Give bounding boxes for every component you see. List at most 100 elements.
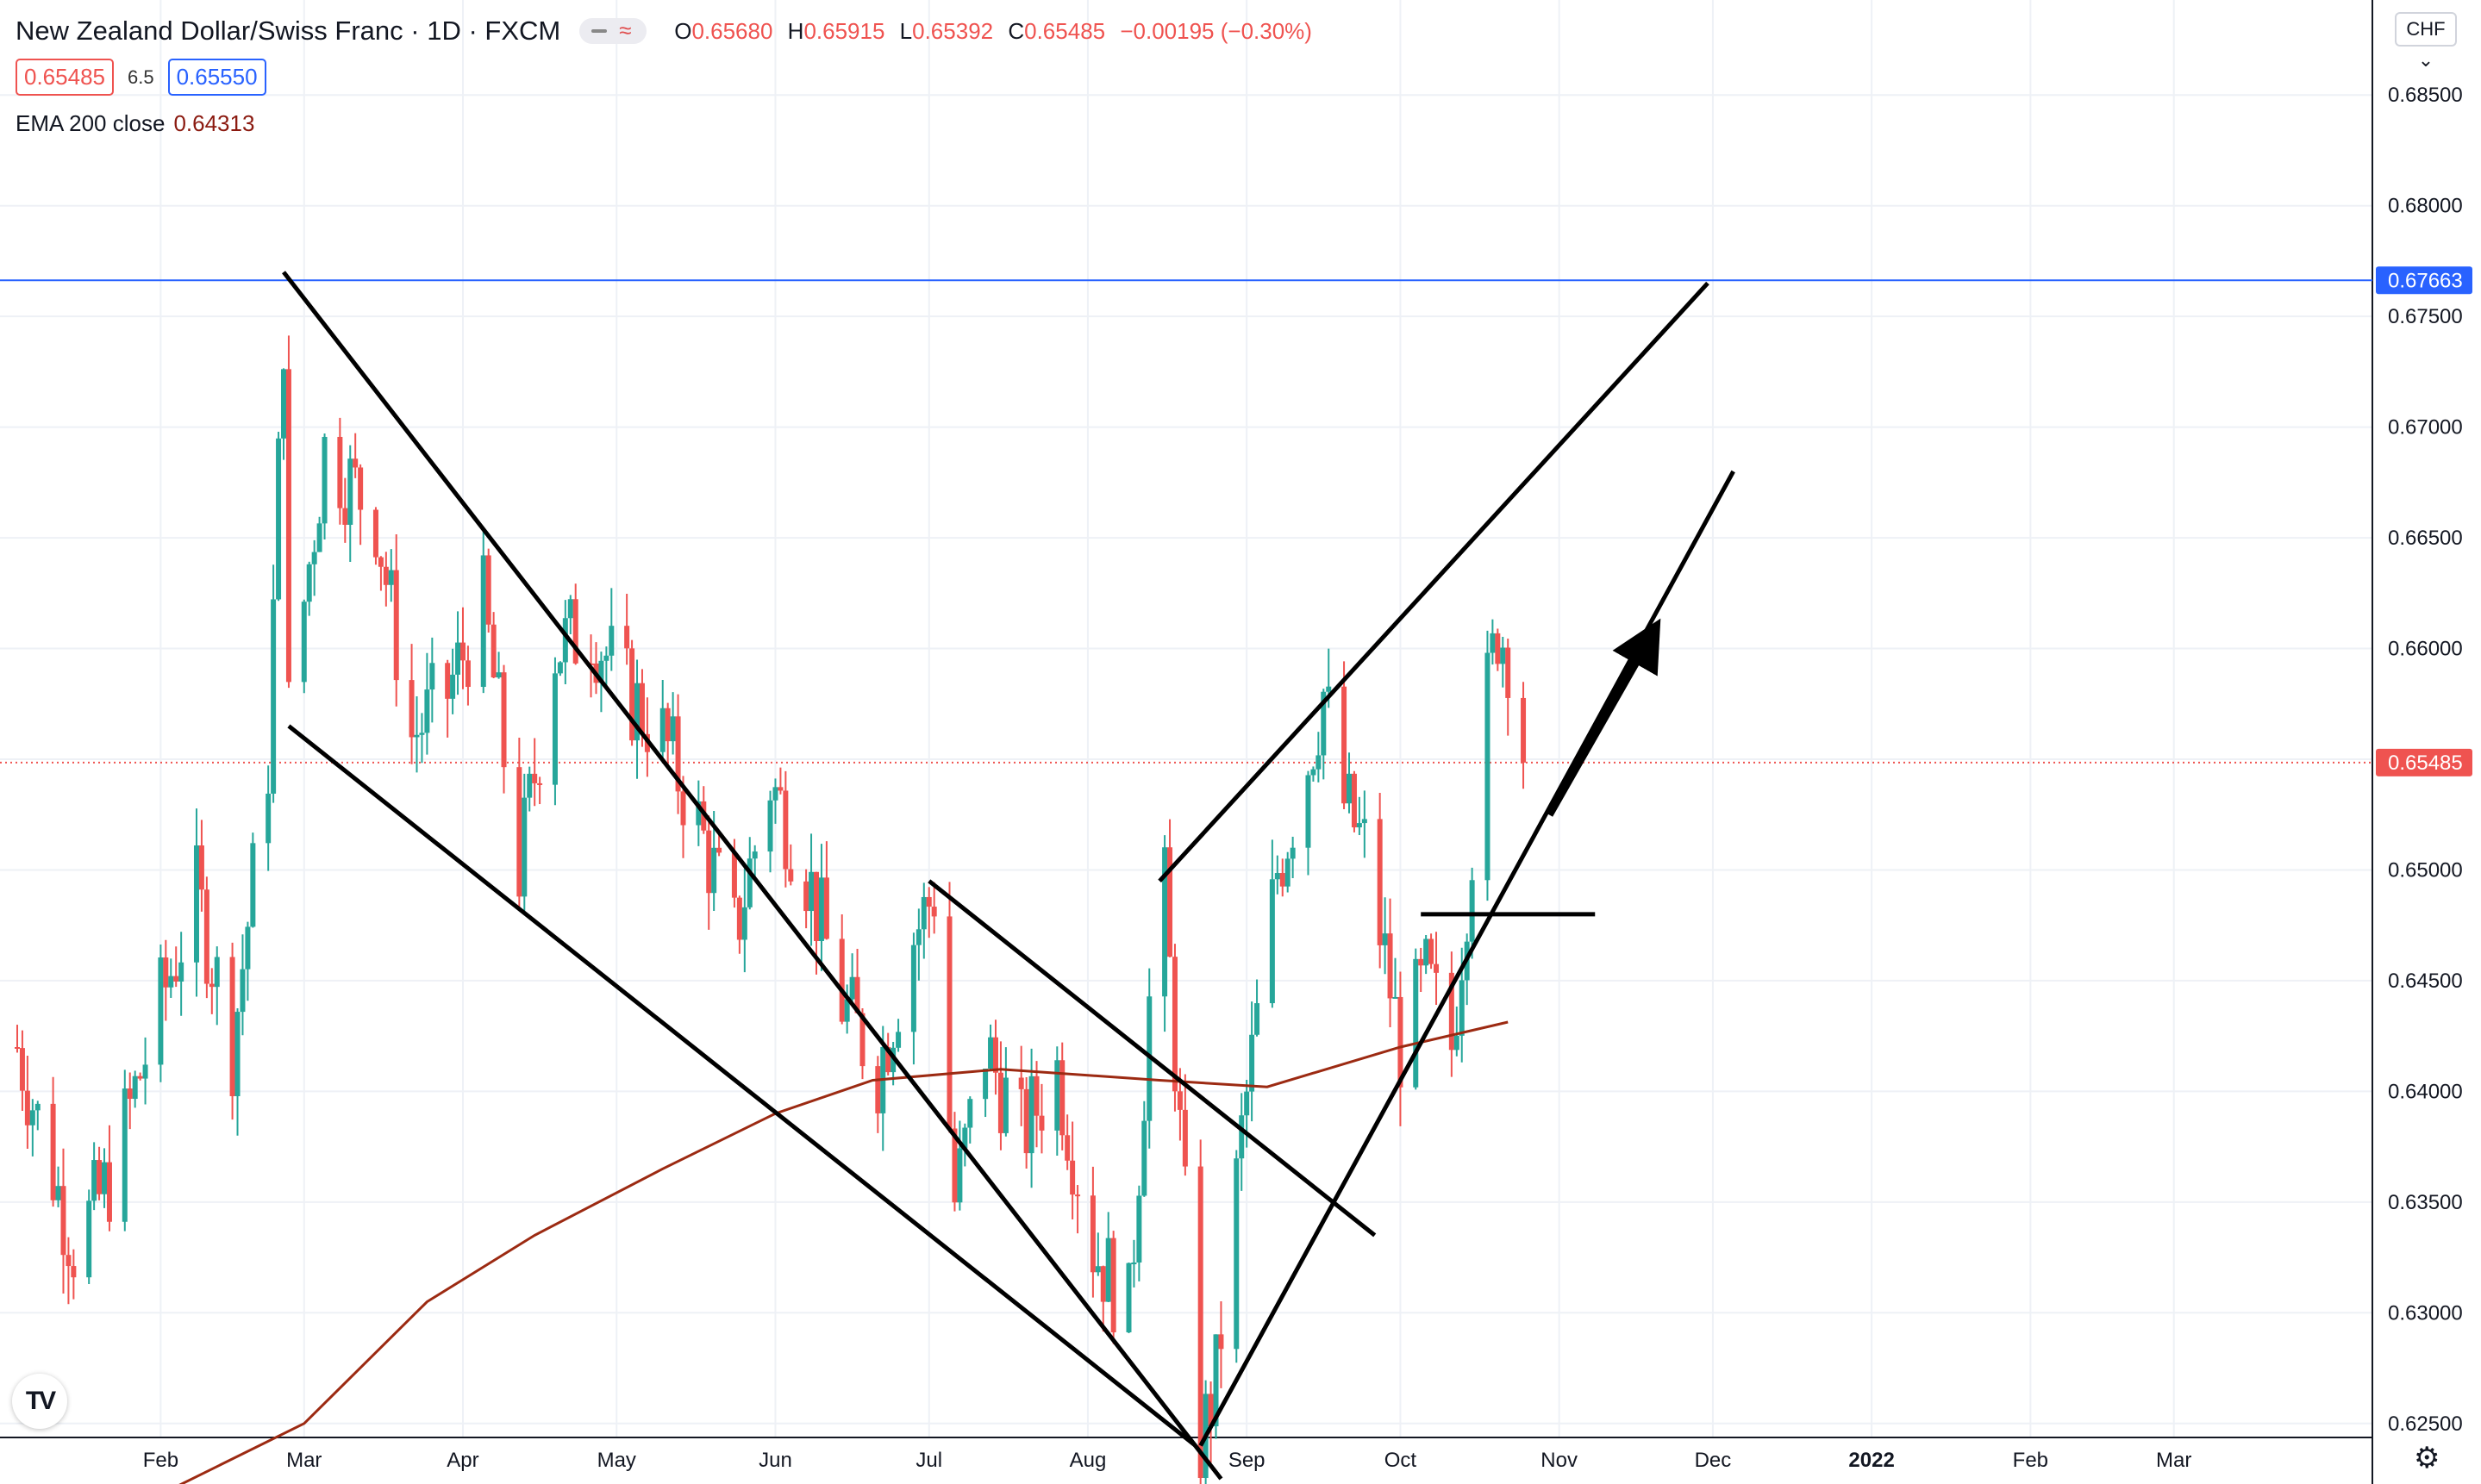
low-value: 0.65392 (912, 17, 994, 44)
indicator-name[interactable]: EMA 200 close (16, 110, 166, 136)
candle (203, 876, 209, 999)
candle (1110, 1231, 1116, 1344)
candles (15, 335, 1527, 1484)
candle (316, 516, 322, 552)
candle-body (1126, 1263, 1132, 1332)
candle (178, 932, 184, 1016)
candle-body (337, 436, 343, 508)
candle-body (414, 734, 420, 738)
candle (736, 895, 742, 954)
candle-body (839, 938, 845, 1022)
candle (501, 664, 507, 794)
candle-body (1315, 755, 1322, 770)
trendline (928, 879, 1377, 1238)
candle-body (245, 926, 251, 970)
level-price-label: 0.67663 (2388, 269, 2463, 292)
price-tick-label: 0.64500 (2388, 970, 2463, 993)
candle (285, 335, 291, 689)
candle (957, 1120, 963, 1211)
candle-body (1428, 938, 1434, 964)
candle-body (301, 602, 307, 683)
candle (127, 1072, 133, 1130)
candle-body (203, 889, 209, 984)
candle-body (424, 689, 430, 733)
candle (1464, 933, 1470, 1006)
candle (281, 368, 287, 460)
candle (1172, 944, 1178, 1112)
low-label: L (899, 17, 913, 44)
candle-body (1418, 958, 1424, 966)
candle (1003, 1047, 1009, 1137)
candle-body (50, 1103, 56, 1200)
buy-button[interactable]: 0.65550 (167, 59, 266, 96)
chevron-down-icon: ⌄ (2417, 49, 2434, 71)
candle (1059, 1042, 1066, 1150)
candle (741, 868, 747, 973)
candle (97, 1146, 103, 1200)
gear-icon[interactable]: ⚙ (2414, 1442, 2440, 1475)
trendline (1198, 470, 1735, 1447)
candle (1136, 1185, 1142, 1281)
candle-body (675, 716, 681, 792)
price-tick-label: 0.63500 (2388, 1191, 2463, 1214)
candle-body (465, 660, 471, 688)
candle-body (598, 660, 604, 683)
candle (844, 984, 850, 1034)
candle-body (1070, 1160, 1076, 1195)
indicator-legend[interactable]: EMA 200 close 0.64313 (16, 110, 254, 137)
price-tick-label: 0.67500 (2388, 305, 2463, 328)
candle-body (132, 1076, 138, 1100)
tradingview-logo-icon[interactable]: TV (12, 1374, 67, 1429)
candle-body (1382, 933, 1388, 945)
candle (875, 1056, 881, 1133)
candle-body (1131, 1262, 1137, 1264)
candle-body (1448, 972, 1454, 1051)
candle (854, 949, 860, 1014)
visibility-toggle[interactable]: ≈ (579, 17, 647, 44)
candle-body (1469, 880, 1475, 942)
time-tick-label: Feb (2013, 1449, 2048, 1472)
candle (783, 770, 789, 888)
candle (809, 833, 815, 946)
trendline (287, 724, 1197, 1448)
candle-body (1356, 823, 1362, 828)
currency-selector[interactable]: CHF ⌄ (2395, 12, 2457, 71)
candle (383, 552, 389, 607)
candle (429, 637, 435, 723)
candle-body (19, 1048, 25, 1091)
price-tick-label: 0.63000 (2388, 1301, 2463, 1325)
candle-body (1392, 996, 1398, 999)
candle-body (209, 983, 215, 988)
candle (450, 648, 456, 714)
candle (1351, 770, 1357, 832)
sell-button[interactable]: 0.65485 (16, 59, 114, 96)
candle-body (383, 566, 389, 585)
candle (459, 607, 466, 689)
time-tick-label: Mar (2156, 1449, 2191, 1472)
time-tick-label: Dec (1695, 1449, 1732, 1472)
candle (1100, 1265, 1106, 1332)
candle (414, 696, 420, 773)
candle (947, 882, 953, 1133)
candle (1356, 796, 1362, 836)
symbol-title[interactable]: New Zealand Dollar/Swiss Franc · 1D · FX… (16, 16, 561, 46)
symbol-legend[interactable]: New Zealand Dollar/Swiss Franc · 1D · FX… (16, 12, 1321, 50)
candle-body (445, 663, 451, 699)
candle-body (752, 851, 758, 859)
candle (997, 1041, 1003, 1150)
candle (353, 433, 359, 478)
candle (1023, 1076, 1029, 1169)
candle (839, 913, 845, 1025)
candle (409, 644, 415, 764)
candle-body (1018, 1077, 1024, 1089)
candle (624, 594, 630, 665)
candle-body (1177, 1091, 1183, 1110)
candle-body (1397, 996, 1403, 1088)
candle (1490, 619, 1496, 665)
candle (1423, 935, 1429, 975)
candle-body (741, 907, 747, 940)
candle (818, 844, 824, 971)
time-tick-label: Mar (286, 1449, 322, 1472)
high-label: H (787, 17, 804, 44)
